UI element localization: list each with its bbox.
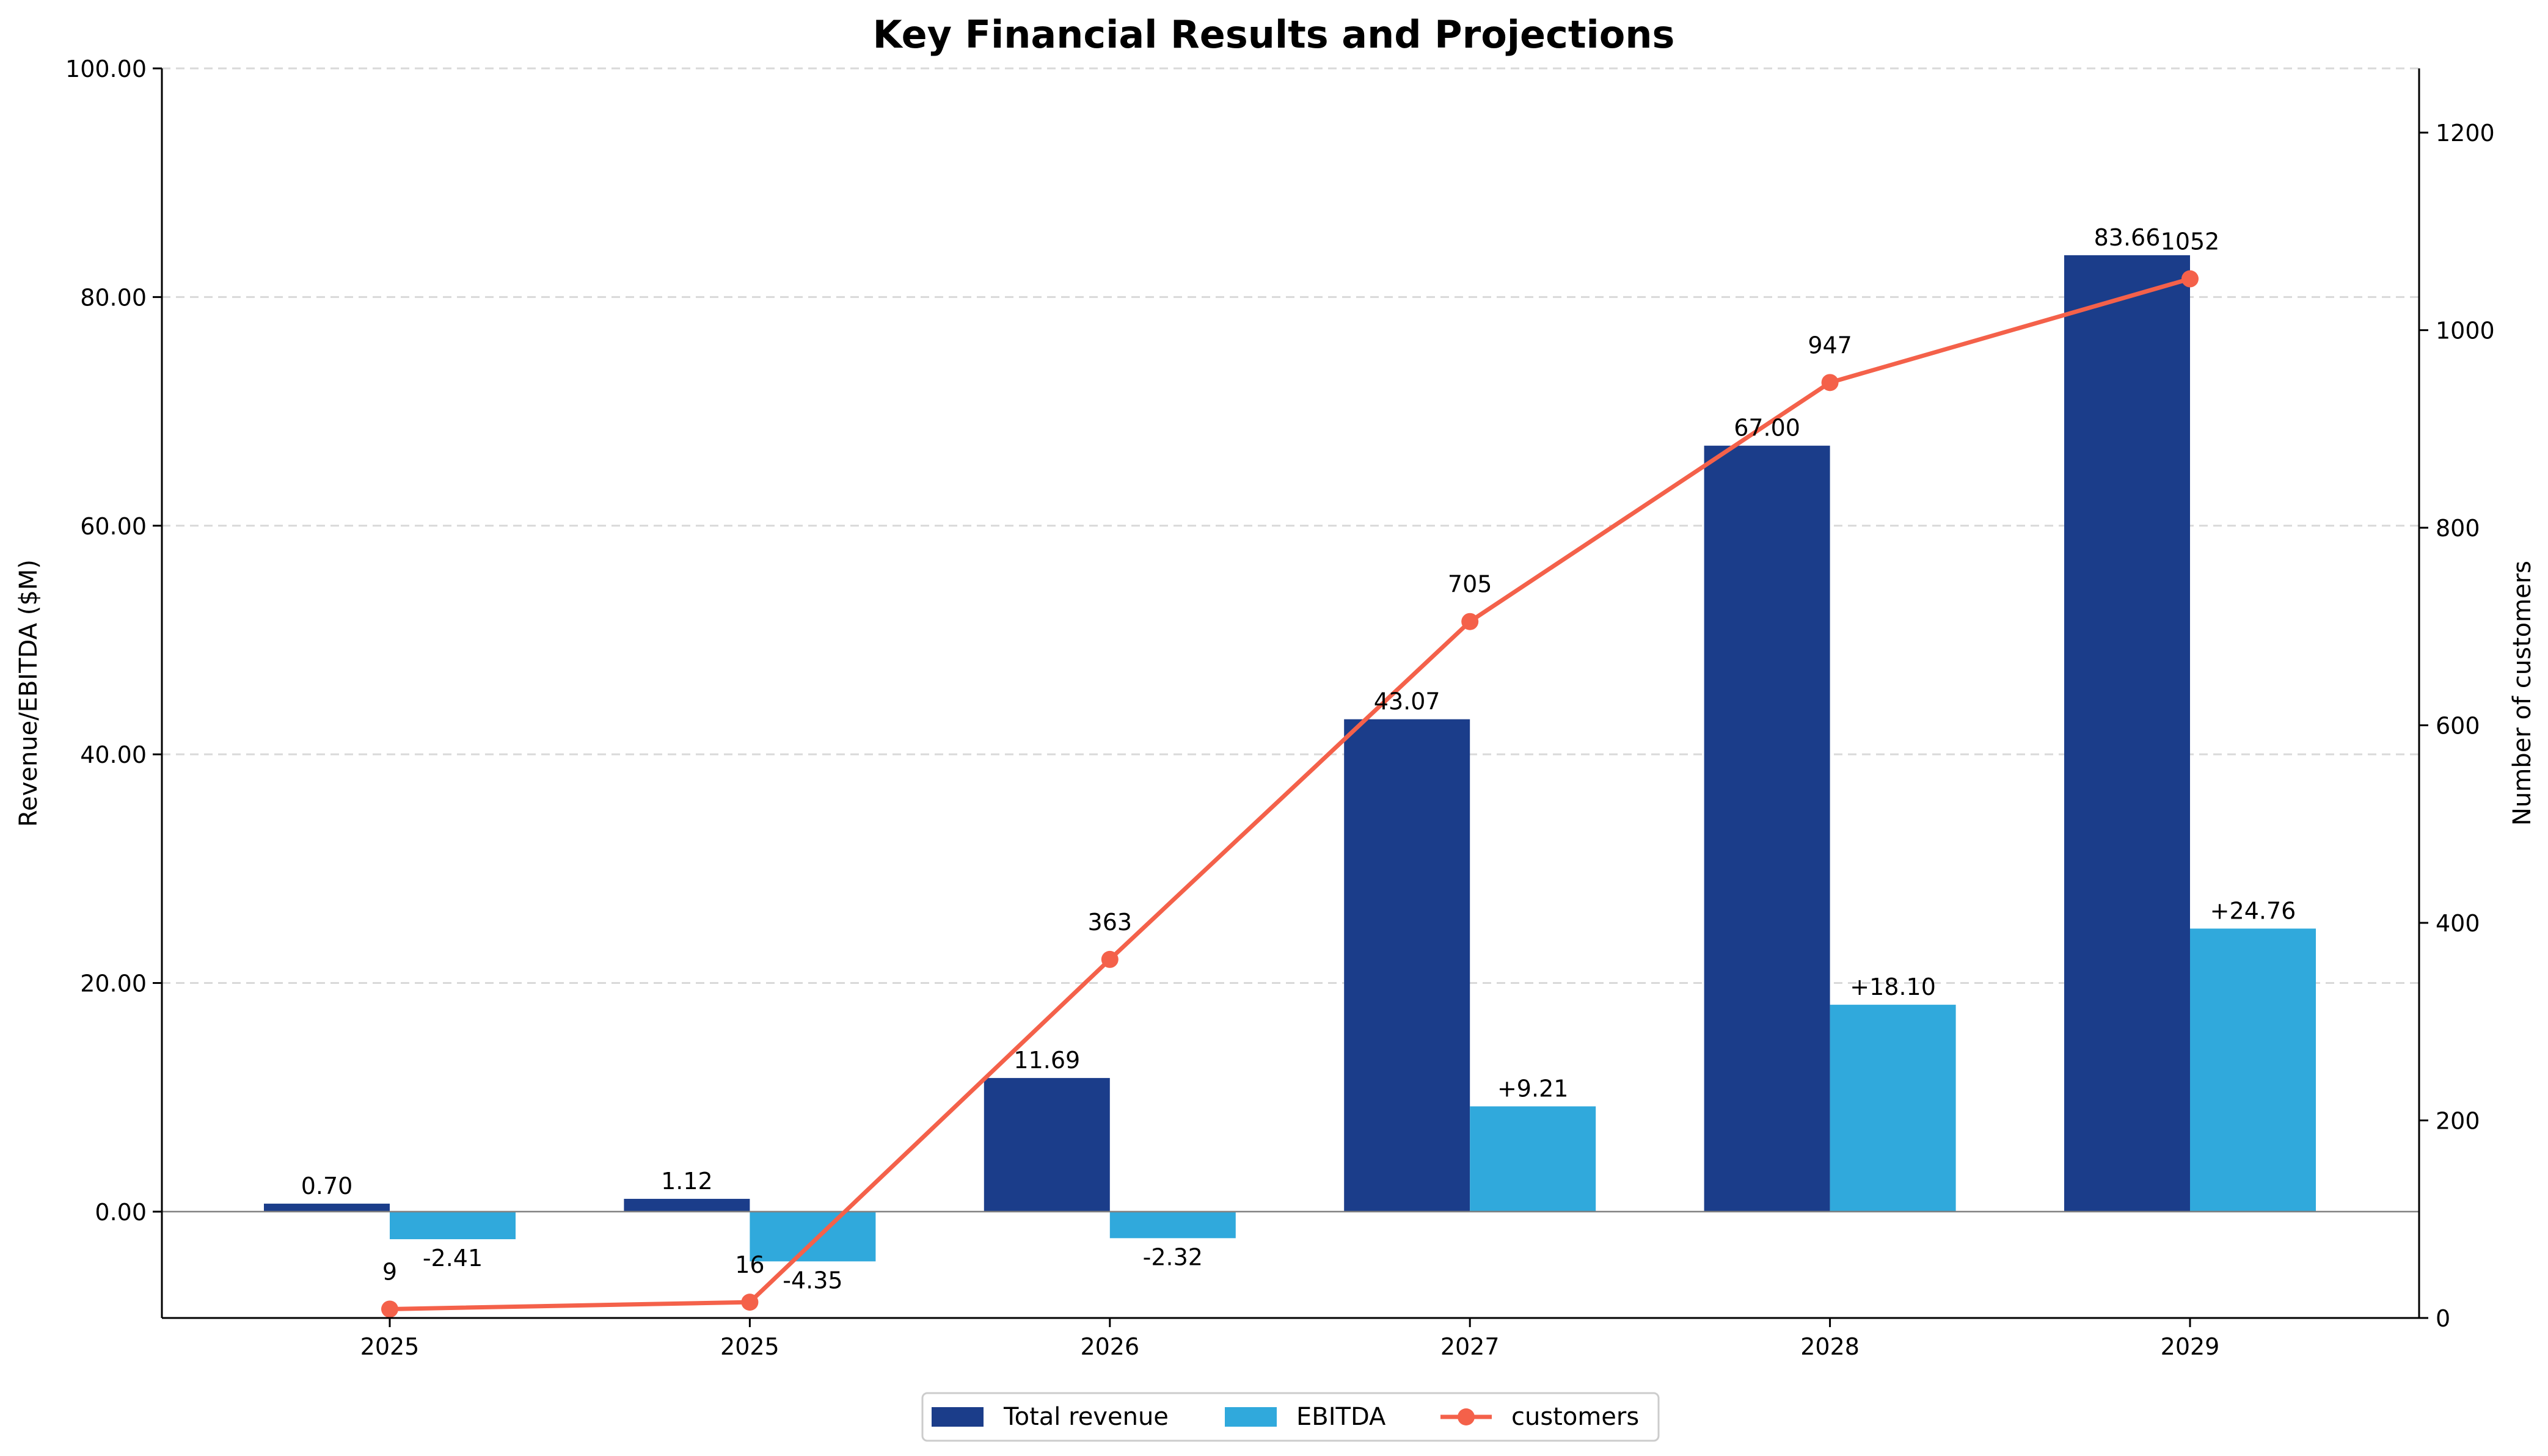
y-tick-label: 0.00 (95, 1199, 147, 1226)
legend-swatch-revenue (932, 1407, 984, 1427)
revenue-bar (264, 1203, 390, 1212)
revenue-bar (1704, 445, 1830, 1212)
ebitda-bar (1470, 1106, 1596, 1212)
y2-tick-label: 1200 (2436, 120, 2495, 147)
x-tick-label: 2025 (360, 1333, 420, 1360)
y-axis-label: Revenue/EBITDA ($M) (15, 559, 43, 827)
customers-value-label: 16 (735, 1251, 764, 1278)
y2-tick-label: 800 (2436, 515, 2480, 542)
x-tick-label: 2029 (2161, 1333, 2220, 1360)
ebitda-bar (1830, 1005, 1956, 1212)
axes: 0.00 20.00 40.00 60.00 80.00 100.00 0 200 400 600… (65, 56, 2495, 1360)
revenue-value-label: 83.66 (2094, 224, 2161, 251)
revenue-value-label: 67.00 (1734, 415, 1800, 442)
y-tick-label: 40.00 (80, 741, 147, 768)
customers-value-label: 705 (1448, 571, 1492, 598)
revenue-value-label: 1.12 (661, 1168, 713, 1195)
ebitda-bar (750, 1211, 876, 1262)
ebitda-value-label: +9.21 (1497, 1076, 1568, 1102)
chart-title: Key Financial Results and Projections (873, 12, 1675, 57)
customers-value-label: 363 (1088, 909, 1133, 936)
customers-point (741, 1294, 759, 1311)
legend: Total revenue EBITDA customers (921, 1392, 1660, 1442)
revenue-bar (2064, 255, 2190, 1212)
customers-line (381, 270, 2199, 1318)
legend-swatch-ebitda (1225, 1407, 1277, 1427)
y2-axis-label: Number of customers (2508, 561, 2536, 826)
ebitda-value-label: +24.76 (2210, 897, 2296, 924)
x-tick-label: 2025 (720, 1333, 779, 1360)
legend-box (921, 1392, 1660, 1442)
ebitda-bar (390, 1211, 516, 1240)
y-tick-label: 100.00 (65, 56, 147, 82)
y2-tick-label: 200 (2436, 1108, 2480, 1135)
customers-point (1101, 950, 1119, 968)
grid (162, 67, 2419, 985)
customers-point (1821, 374, 1839, 391)
legend-swatch-customers-marker (1458, 1408, 1475, 1425)
customers-series-line (389, 277, 2191, 1311)
revenue-bar (1344, 719, 1470, 1212)
customers-value-label: 947 (1808, 332, 1852, 359)
legend-label-revenue: Total revenue (1003, 1403, 1169, 1431)
revenue-bar (984, 1078, 1110, 1212)
customers-value-label: 1052 (2161, 228, 2220, 255)
revenue-bar (624, 1198, 750, 1212)
y-tick-label: 80.00 (80, 284, 147, 311)
data-labels: 0.70 1.12 11.69 43.07 67.00 83.66 -2.41 -4.35 -2… (301, 224, 2296, 1294)
x-tick-label: 2027 (1440, 1333, 1500, 1360)
y2-tick-label: 1000 (2436, 318, 2495, 344)
customers-point (1461, 613, 1479, 630)
customers-value-label: 9 (382, 1258, 397, 1285)
ebitda-value-label: -2.41 (423, 1245, 483, 1272)
y-tick-label: 20.00 (80, 970, 147, 997)
ebitda-bar (2190, 928, 2316, 1212)
y-tick-label: 60.00 (80, 513, 147, 540)
y2-tick-label: 0 (2436, 1305, 2450, 1332)
x-tick-label: 2028 (1800, 1333, 1860, 1360)
revenue-value-label: 0.70 (301, 1173, 353, 1199)
ebitda-value-label: -4.35 (783, 1267, 842, 1294)
legend-label-customers: customers (1511, 1403, 1639, 1431)
customers-point (381, 1300, 398, 1318)
y2-tick-label: 400 (2436, 910, 2480, 937)
ebitda-value-label: -2.32 (1143, 1243, 1203, 1270)
bars (162, 255, 2419, 1262)
ebitda-bar (1109, 1211, 1236, 1239)
x-tick-label: 2026 (1080, 1333, 1139, 1360)
customers-point (2181, 270, 2199, 288)
revenue-value-label: 43.07 (1374, 688, 1440, 715)
legend-label-ebitda: EBITDA (1296, 1403, 1386, 1431)
revenue-value-label: 11.69 (1013, 1047, 1080, 1074)
ebitda-value-label: +18.10 (1850, 974, 1936, 1000)
y2-tick-label: 600 (2436, 713, 2480, 740)
